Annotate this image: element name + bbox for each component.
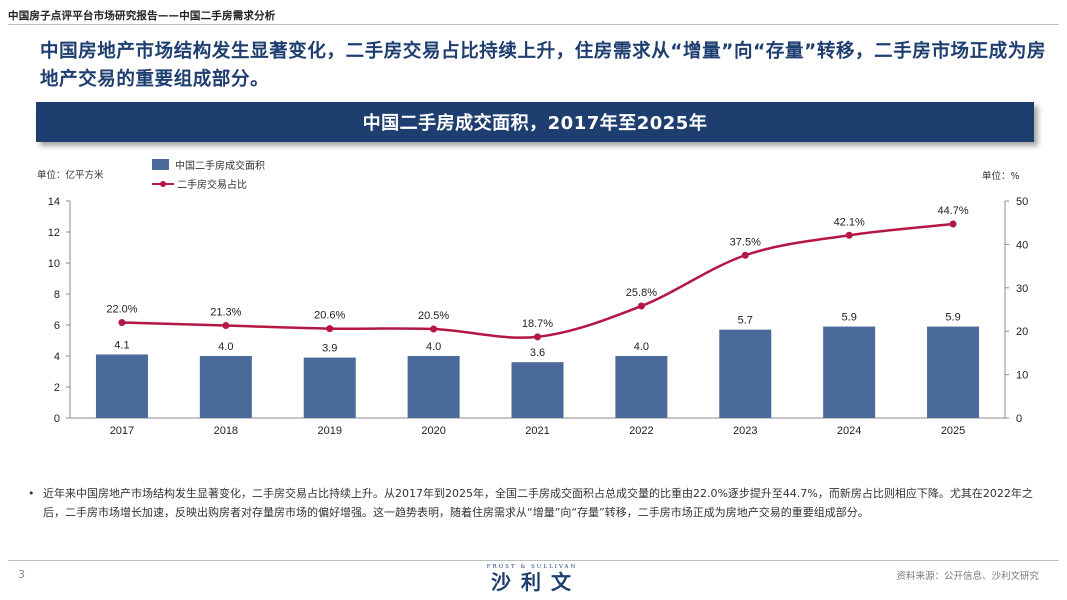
left-tick-label: 4 (54, 351, 60, 363)
x-tick-label: 2023 (733, 425, 757, 437)
x-tick-label: 2020 (421, 425, 445, 437)
line-data-label: 20.6% (314, 310, 345, 322)
line-point (741, 251, 749, 259)
right-tick-label: 10 (1016, 370, 1028, 382)
bar-data-label: 5.9 (842, 312, 857, 324)
chart-title: 中国二手房成交面积，2017年至2025年 (362, 113, 708, 134)
logo-big-text: 沙利文 (491, 570, 581, 594)
line-point (326, 325, 334, 333)
bar (303, 357, 356, 418)
left-tick-label: 0 (54, 413, 60, 425)
left-tick-label: 12 (48, 227, 60, 239)
line-point (534, 333, 541, 341)
bar-data-label: 4.1 (114, 339, 129, 351)
bar-data-label: 4.0 (634, 341, 649, 353)
line-data-label: 37.5% (730, 236, 761, 248)
legend-bar-label: 中国二手房成交面积 (175, 161, 265, 172)
x-tick-label: 2025 (941, 425, 965, 437)
bar-data-label: 3.9 (322, 343, 337, 355)
x-tick-label: 2017 (110, 425, 134, 437)
legend-line-label: 二手房交易占比 (177, 180, 247, 191)
source-note: 资料来源：公开信息、沙利文研究 (896, 571, 1039, 582)
footer-divider (8, 560, 1059, 561)
left-axis-unit: 单位：亿平方米 (37, 170, 104, 181)
left-tick-label: 14 (48, 196, 60, 208)
legend-item-line: 二手房交易占比 (152, 174, 265, 193)
bar (719, 329, 772, 418)
bullet-text: 近年来中国房地产市场结构发生显著变化，二手房交易占比持续上升。从2017年到20… (43, 487, 1033, 519)
legend-item-bar: 中国二手房成交面积 (152, 155, 265, 174)
bar (511, 362, 564, 418)
x-tick-label: 2021 (525, 425, 549, 437)
left-tick-label: 8 (54, 289, 60, 301)
report-header: 中国房子点评平台市场研究报告——中国二手房需求分析 (0, 8, 1067, 26)
line-data-label: 25.8% (626, 287, 657, 299)
line-point (845, 231, 853, 239)
x-tick-label: 2019 (317, 425, 341, 437)
right-axis-unit: 单位：% (982, 171, 1020, 182)
x-tick-label: 2018 (214, 425, 238, 437)
right-tick-label: 30 (1016, 283, 1028, 295)
legend-line-swatch (152, 178, 174, 190)
bar-data-label: 5.9 (945, 312, 960, 324)
bar (407, 356, 460, 418)
bar-data-label: 4.0 (426, 341, 441, 353)
line-point (222, 322, 230, 330)
report-title: 中国房子点评平台市场研究报告——中国二手房需求分析 (8, 10, 276, 22)
left-tick-label: 6 (54, 320, 60, 332)
page-number: 3 (18, 568, 25, 581)
line-point (949, 220, 957, 228)
bar-data-label: 4.0 (218, 341, 233, 353)
line-data-label: 18.7% (522, 318, 553, 330)
legend-bar-swatch (152, 159, 169, 170)
line-point (118, 319, 126, 327)
left-tick-label: 10 (48, 258, 60, 270)
line-data-label: 21.3% (210, 307, 241, 319)
bar (95, 354, 148, 418)
frost-sullivan-logo: FROST & SULLIVAN 沙利文 (476, 564, 588, 594)
line-data-label: 20.5% (418, 310, 449, 322)
bar (615, 356, 668, 418)
line-point (637, 302, 645, 310)
logo-small-text: FROST & SULLIVAN (486, 564, 578, 570)
x-tick-label: 2024 (837, 425, 861, 437)
headline: 中国房地产市场结构发生显著变化，二手房交易占比持续上升，住房需求从“增量”向“存… (40, 41, 1047, 90)
right-tick-label: 40 (1016, 239, 1028, 251)
line-point (430, 325, 438, 333)
bullet-symbol: • (28, 487, 35, 500)
bar (199, 356, 252, 418)
chart-legend: 中国二手房成交面积 二手房交易占比 (152, 155, 265, 193)
bar (927, 326, 980, 418)
right-tick-label: 20 (1016, 326, 1028, 338)
bar-data-label: 5.7 (738, 315, 753, 327)
header-divider (8, 24, 1059, 25)
right-tick-label: 50 (1016, 196, 1028, 208)
x-tick-label: 2022 (629, 425, 653, 437)
bar-data-label: 3.6 (530, 347, 545, 359)
line-data-label: 22.0% (106, 304, 137, 316)
right-tick-label: 0 (1016, 413, 1022, 425)
line-data-label: 44.7% (937, 205, 968, 217)
line-data-label: 42.1% (834, 216, 865, 228)
chart-banner: 中国二手房成交面积，2017年至2025年 (36, 102, 1034, 142)
bar (823, 326, 876, 418)
left-tick-label: 2 (54, 382, 60, 394)
